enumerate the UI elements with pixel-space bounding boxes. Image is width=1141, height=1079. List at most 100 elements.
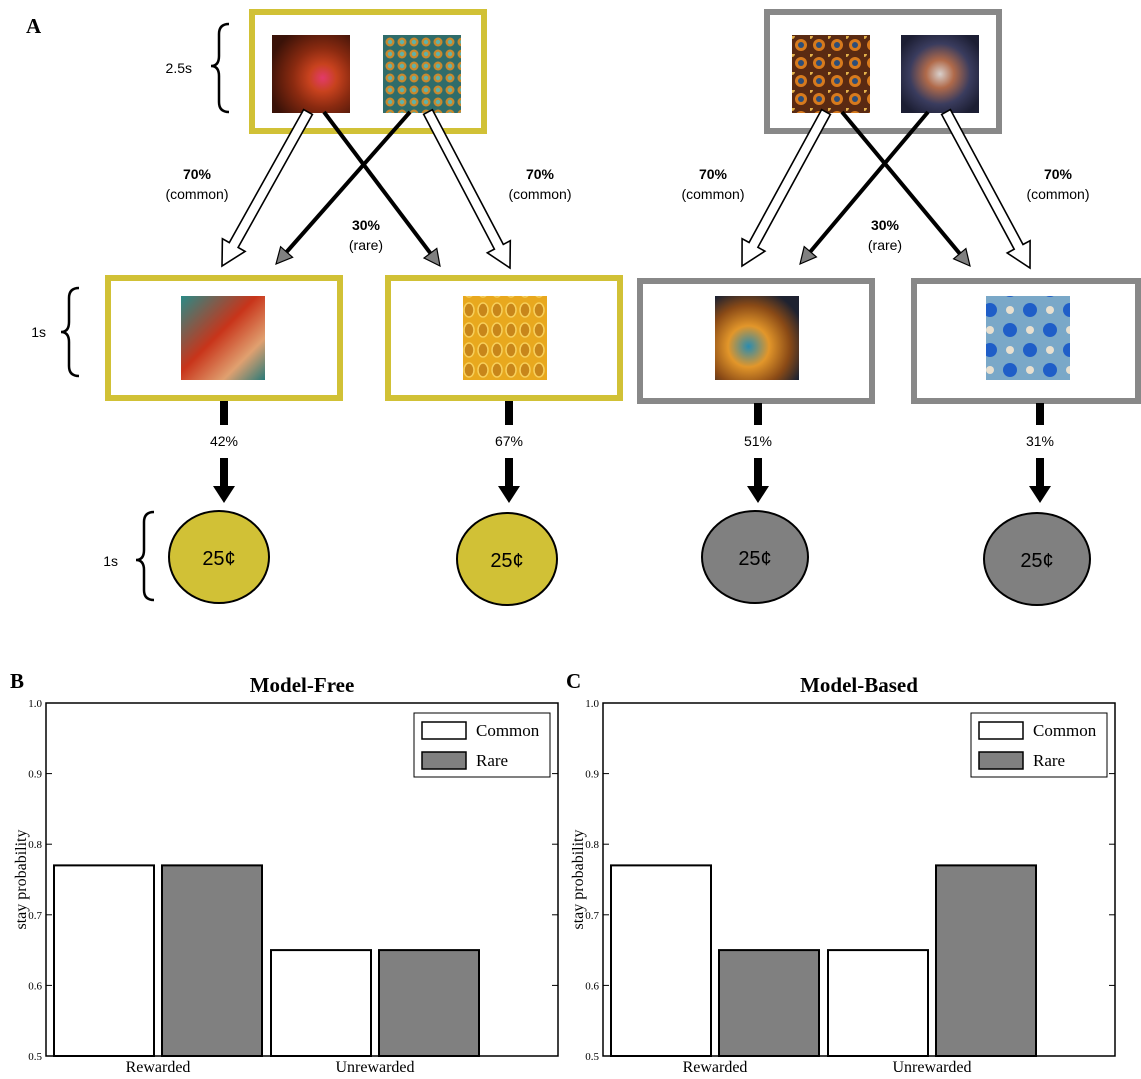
first-stage-box-gray	[764, 9, 1002, 134]
rare-arrowhead	[799, 245, 818, 266]
y-tick-label: 1.0	[28, 698, 42, 710]
reward-prob-label: 67%	[495, 433, 523, 449]
fractal-gold-lattice-icon	[463, 296, 547, 380]
common-transition-arrow	[741, 108, 832, 268]
common-label: (common)	[681, 186, 744, 202]
outcome-1: 42% 25¢	[168, 401, 270, 604]
plot-frame	[602, 702, 1116, 1057]
common-pct-label: 70%	[1044, 166, 1073, 182]
y-tick-label: 0.8	[585, 839, 599, 851]
y-tick-label: 0.9	[28, 769, 42, 781]
y-axis-label: stay probability	[570, 830, 587, 930]
common-label: (common)	[165, 186, 228, 202]
reward-amount: 25¢	[1020, 550, 1053, 572]
rare-arrowhead	[275, 245, 294, 266]
plot-frame	[45, 702, 559, 1057]
reward-prob-label: 51%	[744, 433, 772, 449]
transition-labels: 70% (common) 70% (common) 30% (rare) 70%…	[165, 166, 1089, 253]
panel-a: A 2.5s 1s 1s 70% (common) 70% (common)	[26, 9, 1141, 606]
x-tick-label: Unrewarded	[335, 1059, 414, 1076]
legend-swatch-common	[978, 721, 1024, 740]
timing-label-first: 2.5s	[166, 60, 192, 76]
bar-common-rewarded	[610, 864, 712, 1057]
common-label: (common)	[508, 186, 571, 202]
reward-coin	[456, 512, 558, 606]
legend-swatch-rare	[978, 751, 1024, 770]
common-pct-label: 70%	[699, 166, 728, 182]
y-tick-label: 0.6	[28, 980, 42, 992]
timing-label-outcome: 1s	[103, 553, 118, 569]
rare-arrowhead	[422, 247, 441, 268]
y-tick-label: 1.0	[585, 698, 599, 710]
bar-rare-rewarded	[718, 949, 820, 1057]
rare-pct-label: 30%	[871, 217, 900, 233]
y-tick-label: 0.7	[585, 910, 599, 922]
common-pct-label: 70%	[183, 166, 212, 182]
x-tick-label: Rewarded	[683, 1059, 748, 1076]
legend-label-rare: Rare	[1033, 751, 1065, 770]
transition-arrows	[221, 108, 1031, 270]
rare-transition-arrow	[840, 110, 962, 255]
bar-common-rewarded	[53, 864, 155, 1057]
chart-model-based: Model-Based Rewarded Unrewarded 0.5 0.6 0.7 0.…	[570, 673, 1116, 1076]
common-transition-arrow	[940, 108, 1031, 270]
y-tick-label: 0.5	[28, 1051, 42, 1063]
chart-title: Model-Based	[800, 673, 918, 697]
panel-a-letter: A	[26, 14, 42, 38]
reward-prob-label: 31%	[1026, 433, 1054, 449]
timing-label-second: 1s	[31, 324, 46, 340]
fractal-swirl-red-icon	[272, 35, 350, 113]
second-stage-box-2	[385, 275, 623, 401]
legend-swatch-rare	[421, 751, 467, 770]
first-stage-box-yellow	[249, 9, 487, 134]
timing-bracket-first: 2.5s	[166, 22, 230, 114]
common-transition-arrow	[221, 108, 314, 268]
rare-transition-arrow	[808, 110, 930, 254]
bar-rare-unrewarded	[378, 949, 480, 1057]
rare-transition-arrow	[285, 110, 412, 254]
timing-bracket-second: 1s	[31, 286, 80, 378]
y-tick-label: 0.5	[585, 1051, 599, 1063]
outcome-4: 31% 25¢	[983, 403, 1091, 606]
rare-arrowhead	[952, 247, 971, 268]
rare-label: (rare)	[349, 237, 383, 253]
fractal-kaleido-orange-icon	[792, 35, 870, 113]
bar-rare-unrewarded	[935, 864, 1037, 1057]
fractal-blue-orbs-icon	[986, 296, 1070, 380]
fractal-kaleido-dark-icon	[901, 35, 979, 113]
common-label: (common)	[1026, 186, 1089, 202]
legend-label-common: Common	[476, 721, 540, 740]
legend-label-common: Common	[1033, 721, 1097, 740]
bar-common-unrewarded	[827, 949, 929, 1057]
chart-title: Model-Free	[250, 673, 355, 697]
second-stage-box-4	[911, 278, 1141, 404]
common-pct-label: 70%	[526, 166, 555, 182]
legend-label-rare: Rare	[476, 751, 508, 770]
fractal-red-spiral-icon	[181, 296, 265, 380]
panel-b-letter: B	[10, 669, 24, 693]
bar-common-unrewarded	[270, 949, 372, 1057]
chart-model-free: Model-Free Rewarded Unrewarded 0.5 0.6 0.7 0.8…	[13, 673, 559, 1076]
outcome-3: 51% 25¢	[701, 403, 809, 604]
panel-c-letter: C	[566, 669, 581, 693]
y-tick-label: 0.6	[585, 980, 599, 992]
fractal-orange-teal-icon	[715, 296, 799, 380]
reward-prob-label: 42%	[210, 433, 238, 449]
y-axis-label: stay probability	[13, 830, 30, 930]
rare-transition-arrow	[322, 110, 432, 255]
reward-coin	[701, 510, 809, 604]
reward-coin	[983, 512, 1091, 606]
second-stage-box-1	[105, 275, 343, 401]
bar-rare-rewarded	[161, 864, 263, 1057]
x-tick-label: Rewarded	[126, 1059, 191, 1076]
y-tick-label: 0.8	[28, 839, 42, 851]
reward-coin	[168, 510, 270, 604]
reward-amount: 25¢	[490, 550, 523, 572]
outcome-2: 67% 25¢	[456, 401, 558, 606]
reward-amount: 25¢	[738, 548, 771, 570]
x-tick-label: Unrewarded	[892, 1059, 971, 1076]
reward-amount: 25¢	[202, 548, 235, 570]
second-stage-box-3	[637, 278, 875, 404]
legend-swatch-common	[421, 721, 467, 740]
